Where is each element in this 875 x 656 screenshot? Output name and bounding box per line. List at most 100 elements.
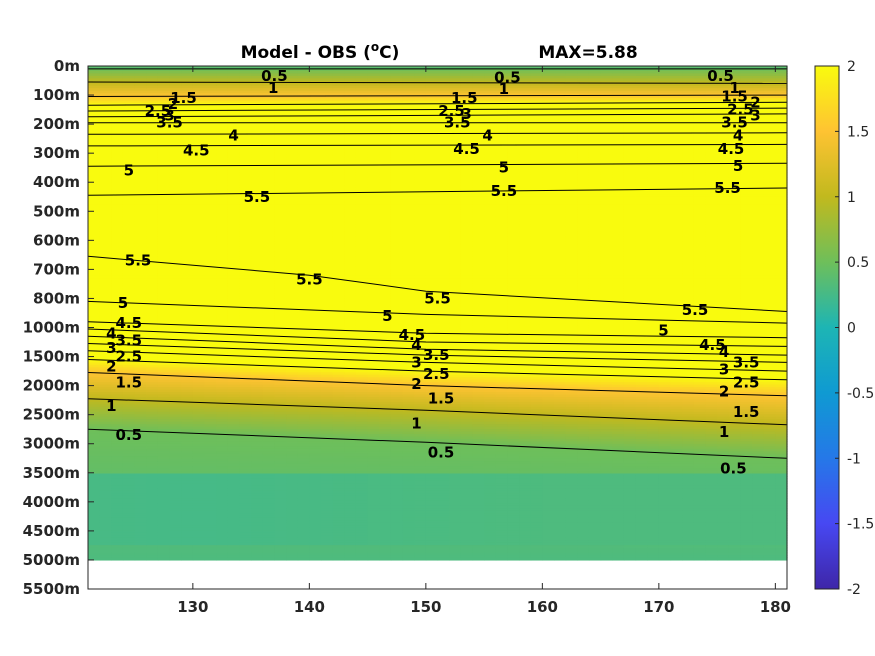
heatmap-cell (204, 475, 217, 480)
heatmap-cell (321, 214, 334, 218)
heatmap-cell (239, 100, 252, 104)
heatmap-cell (262, 115, 275, 119)
heatmap-cell (262, 537, 275, 541)
heatmap-cell (134, 485, 147, 489)
heatmap-cell (169, 530, 182, 534)
heatmap-cell (286, 513, 299, 517)
heatmap-cell (262, 362, 275, 366)
heatmap-cell (239, 303, 252, 307)
heatmap-cell (204, 308, 217, 312)
heatmap-cell (88, 90, 101, 94)
heatmap-cell (286, 362, 299, 366)
heatmap-cell (134, 495, 147, 499)
heatmap-cell (181, 419, 194, 423)
heatmap-cell (251, 513, 264, 517)
heatmap-cell (111, 401, 124, 405)
heatmap-cell (332, 354, 345, 359)
heatmap-cell (204, 340, 217, 344)
heatmap-cell (204, 152, 217, 156)
heatmap-cell (99, 471, 112, 475)
heatmap-cell (286, 140, 299, 144)
heatmap-cell (297, 471, 310, 475)
heatmap-cell (297, 332, 310, 336)
heatmap-cell (111, 312, 124, 317)
heatmap-cell (344, 298, 357, 302)
heatmap-cell (181, 308, 194, 312)
heatmap-cell (227, 130, 241, 134)
heatmap-cell (309, 157, 322, 161)
heatmap-cell (111, 122, 124, 126)
heatmap-cell (146, 340, 159, 344)
heatmap-cell (99, 426, 112, 430)
heatmap-cell (309, 182, 322, 186)
heatmap-cell (274, 135, 287, 139)
heatmap-cell (332, 196, 345, 200)
heatmap-cell (204, 278, 217, 282)
heatmap-cell (111, 510, 124, 514)
heatmap-cell (344, 263, 357, 267)
heatmap-cell (251, 535, 264, 539)
heatmap-cell (157, 461, 171, 465)
heatmap-cell (192, 140, 206, 144)
heatmap-cell (204, 389, 217, 393)
heatmap-cell (239, 204, 252, 208)
heatmap-cell (227, 135, 241, 139)
heatmap-cell (332, 503, 345, 507)
heatmap-cell (169, 377, 182, 381)
heatmap-cell (227, 330, 241, 334)
heatmap-cell (88, 424, 101, 428)
heatmap-cell (274, 384, 287, 388)
heatmap-cell (286, 367, 299, 371)
heatmap-cell (216, 214, 229, 218)
heatmap-cell (169, 246, 182, 250)
heatmap-cell (204, 446, 217, 450)
heatmap-cell (157, 256, 171, 260)
heatmap-cell (321, 327, 334, 331)
heatmap-cell (134, 253, 147, 257)
heatmap-cell (99, 196, 112, 200)
heatmap-cell (111, 117, 124, 121)
heatmap-cell (134, 345, 147, 349)
heatmap-cell (239, 411, 252, 415)
heatmap-cell (122, 520, 136, 524)
heatmap-cell (262, 510, 275, 514)
heatmap-cell (239, 330, 252, 334)
heatmap-cell (286, 142, 299, 146)
heatmap-cell (204, 480, 217, 484)
heatmap-cell (332, 270, 345, 275)
heatmap-cell (146, 414, 159, 418)
heatmap-cell (332, 211, 345, 215)
heatmap-cell (297, 451, 310, 455)
heatmap-cell (192, 337, 206, 341)
heatmap-cell (251, 478, 264, 482)
heatmap-cell (321, 283, 334, 287)
heatmap-cell (99, 530, 112, 534)
heatmap-cell (262, 552, 275, 556)
heatmap-cell (192, 498, 206, 502)
heatmap-cell (157, 441, 171, 445)
heatmap-cell (251, 201, 264, 205)
heatmap-cell (169, 149, 182, 154)
heatmap-cell (321, 466, 334, 470)
heatmap-cell (157, 226, 171, 230)
heatmap-cell (111, 317, 124, 321)
heatmap-cell (262, 142, 275, 146)
heatmap-cell (251, 379, 264, 383)
heatmap-cell (344, 85, 357, 89)
heatmap-cell (286, 290, 299, 294)
heatmap-cell (134, 209, 147, 213)
heatmap-cell (146, 159, 159, 163)
heatmap-cell (134, 332, 147, 336)
heatmap-cell (146, 95, 159, 99)
heatmap-cell (344, 406, 357, 410)
heatmap-cell (111, 270, 124, 275)
heatmap-cell (122, 93, 136, 97)
heatmap-cell (157, 263, 171, 267)
heatmap-cell (321, 441, 334, 445)
heatmap-cell (251, 431, 264, 435)
heatmap-cell (239, 137, 252, 141)
heatmap-cell (251, 293, 264, 297)
heatmap-cell (227, 475, 241, 480)
heatmap-cell (192, 130, 206, 134)
heatmap-cell (297, 258, 310, 262)
